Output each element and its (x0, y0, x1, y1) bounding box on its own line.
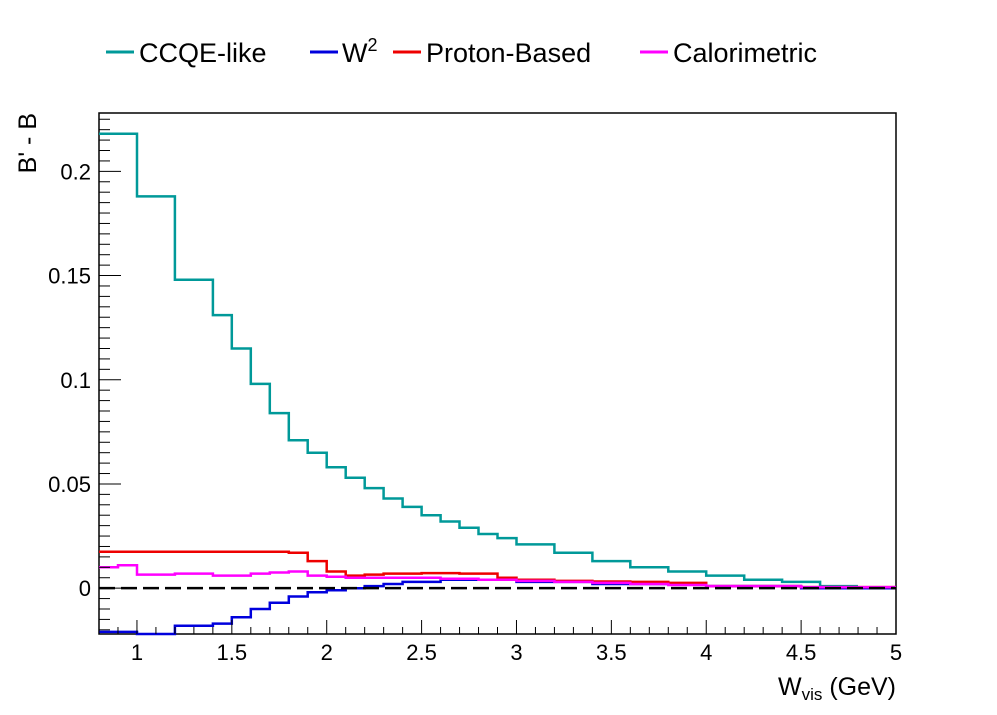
x-tick-label: 1 (131, 640, 143, 665)
x-tick-label: 3.5 (596, 640, 627, 665)
y-axis: 0 0.05 0.1 0.15 0.2 (48, 118, 121, 631)
x-tick-label: 1.5 (217, 640, 248, 665)
legend-label-0: CCQE-like (139, 38, 267, 68)
x-axis-title-unit: (GeV) (822, 673, 896, 701)
y-tick-label: 0.1 (60, 368, 91, 393)
x-axis: 1 1.5 2 2.5 3 3.5 4 4.5 5 (98, 620, 902, 665)
y-tick-label: 0.15 (48, 264, 91, 289)
series-line-0 (99, 132, 858, 588)
x-axis-title: Wvis (GeV) (778, 673, 896, 704)
series-line-2 (99, 550, 896, 589)
plot-frame (98, 112, 897, 635)
x-tick-label: 3 (510, 640, 522, 665)
series-layer (99, 132, 896, 636)
x-axis-title-main: W (778, 673, 802, 701)
legend: CCQE-like W2 Proton-Based Calorimetric (106, 35, 817, 68)
x-tick-label: 2.5 (406, 640, 437, 665)
legend-label-1: W2 (342, 35, 378, 68)
x-tick-label: 4.5 (786, 640, 817, 665)
plot-area: 1 1.5 2 2.5 3 3.5 4 4.5 5 0 0.05 0.1 0.15 0.2 (48, 112, 902, 665)
y-tick-label: 0.05 (48, 472, 91, 497)
x-tick-label: 4 (700, 640, 712, 665)
x-tick-label: 2 (321, 640, 333, 665)
x-tick-label: 5 (890, 640, 902, 665)
x-axis-title-subscript: vis (802, 685, 823, 704)
series-line-3 (99, 563, 896, 589)
y-tick-label: 0 (79, 576, 91, 601)
y-tick-label: 0.2 (60, 159, 91, 184)
legend-label-3: Calorimetric (673, 38, 817, 68)
y-axis-title: B' - B (14, 113, 42, 173)
legend-label-2: Proton-Based (426, 38, 591, 68)
